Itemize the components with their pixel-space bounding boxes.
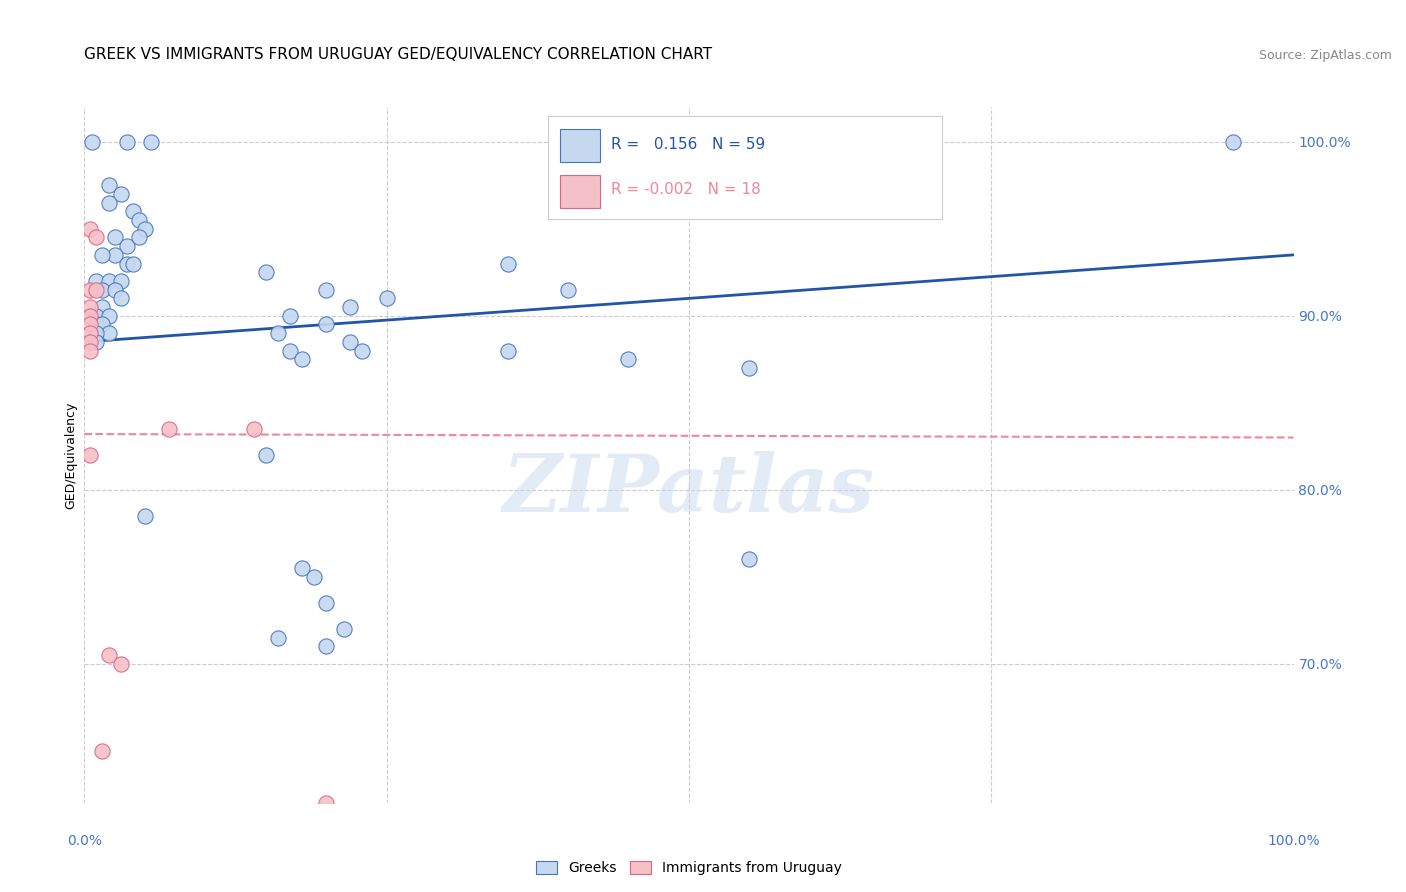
Point <box>115 239 138 253</box>
FancyBboxPatch shape <box>560 129 599 162</box>
Point <box>315 318 337 332</box>
Y-axis label: GED/Equivalency: GED/Equivalency <box>65 401 77 508</box>
Point <box>339 300 361 314</box>
Point <box>139 135 162 149</box>
Point <box>315 639 337 653</box>
Point <box>128 213 150 227</box>
Point <box>110 274 132 288</box>
Point <box>79 300 101 314</box>
Point <box>242 422 264 436</box>
Text: GREEK VS IMMIGRANTS FROM URUGUAY GED/EQUIVALENCY CORRELATION CHART: GREEK VS IMMIGRANTS FROM URUGUAY GED/EQU… <box>84 47 713 62</box>
Point <box>315 796 337 810</box>
Point <box>110 291 132 305</box>
Point <box>254 448 277 462</box>
Point <box>91 318 114 332</box>
Point <box>254 265 277 279</box>
Point <box>134 508 156 523</box>
Point <box>79 309 101 323</box>
Point <box>79 221 101 235</box>
Point <box>128 230 150 244</box>
Text: R =   0.156   N = 59: R = 0.156 N = 59 <box>612 137 766 153</box>
Point <box>97 178 120 193</box>
Point <box>97 326 120 340</box>
Point <box>134 221 156 235</box>
Point <box>79 283 101 297</box>
Point <box>352 343 374 358</box>
Point <box>375 291 398 305</box>
Point <box>86 326 108 340</box>
Point <box>236 830 259 845</box>
Point <box>79 326 101 340</box>
Point <box>121 256 143 270</box>
Point <box>97 195 120 210</box>
Point <box>115 135 138 149</box>
Point <box>557 283 579 297</box>
Text: 0.0%: 0.0% <box>67 834 101 848</box>
Point <box>86 309 108 323</box>
Point <box>79 309 101 323</box>
Point <box>115 256 138 270</box>
Point <box>79 448 101 462</box>
Point <box>110 187 132 202</box>
Point <box>157 422 180 436</box>
Point <box>302 569 325 583</box>
Point <box>80 135 103 149</box>
Point <box>91 248 114 262</box>
Point <box>339 334 361 349</box>
Point <box>278 309 301 323</box>
Point <box>738 360 761 375</box>
Point <box>617 352 640 367</box>
Point <box>97 648 120 662</box>
Text: R = -0.002   N = 18: R = -0.002 N = 18 <box>612 182 761 197</box>
Point <box>79 334 101 349</box>
Point <box>104 283 127 297</box>
Point <box>1222 135 1244 149</box>
Point <box>104 230 127 244</box>
Point <box>121 204 143 219</box>
Point <box>91 300 114 314</box>
Point <box>110 657 132 671</box>
Text: 100.0%: 100.0% <box>1267 834 1320 848</box>
Point <box>104 248 127 262</box>
Point <box>496 343 519 358</box>
Point <box>86 283 108 297</box>
FancyBboxPatch shape <box>560 176 599 208</box>
Point <box>278 343 301 358</box>
Point <box>291 352 314 367</box>
Point <box>267 631 290 645</box>
Point <box>97 309 120 323</box>
Point <box>79 334 101 349</box>
Text: ZIPatlas: ZIPatlas <box>503 451 875 528</box>
Point <box>333 622 356 636</box>
Text: Source: ZipAtlas.com: Source: ZipAtlas.com <box>1258 49 1392 62</box>
Point <box>86 274 108 288</box>
Point <box>79 318 101 332</box>
Point <box>86 334 108 349</box>
Point <box>315 596 337 610</box>
Point <box>267 326 290 340</box>
Point <box>86 230 108 244</box>
Legend: Greeks, Immigrants from Uruguay: Greeks, Immigrants from Uruguay <box>530 855 848 880</box>
Point <box>496 256 519 270</box>
Point <box>738 552 761 566</box>
Point <box>79 343 101 358</box>
Point <box>91 743 114 757</box>
Point <box>291 561 314 575</box>
Point <box>91 283 114 297</box>
Point <box>86 318 108 332</box>
Point <box>315 283 337 297</box>
Point <box>97 274 120 288</box>
